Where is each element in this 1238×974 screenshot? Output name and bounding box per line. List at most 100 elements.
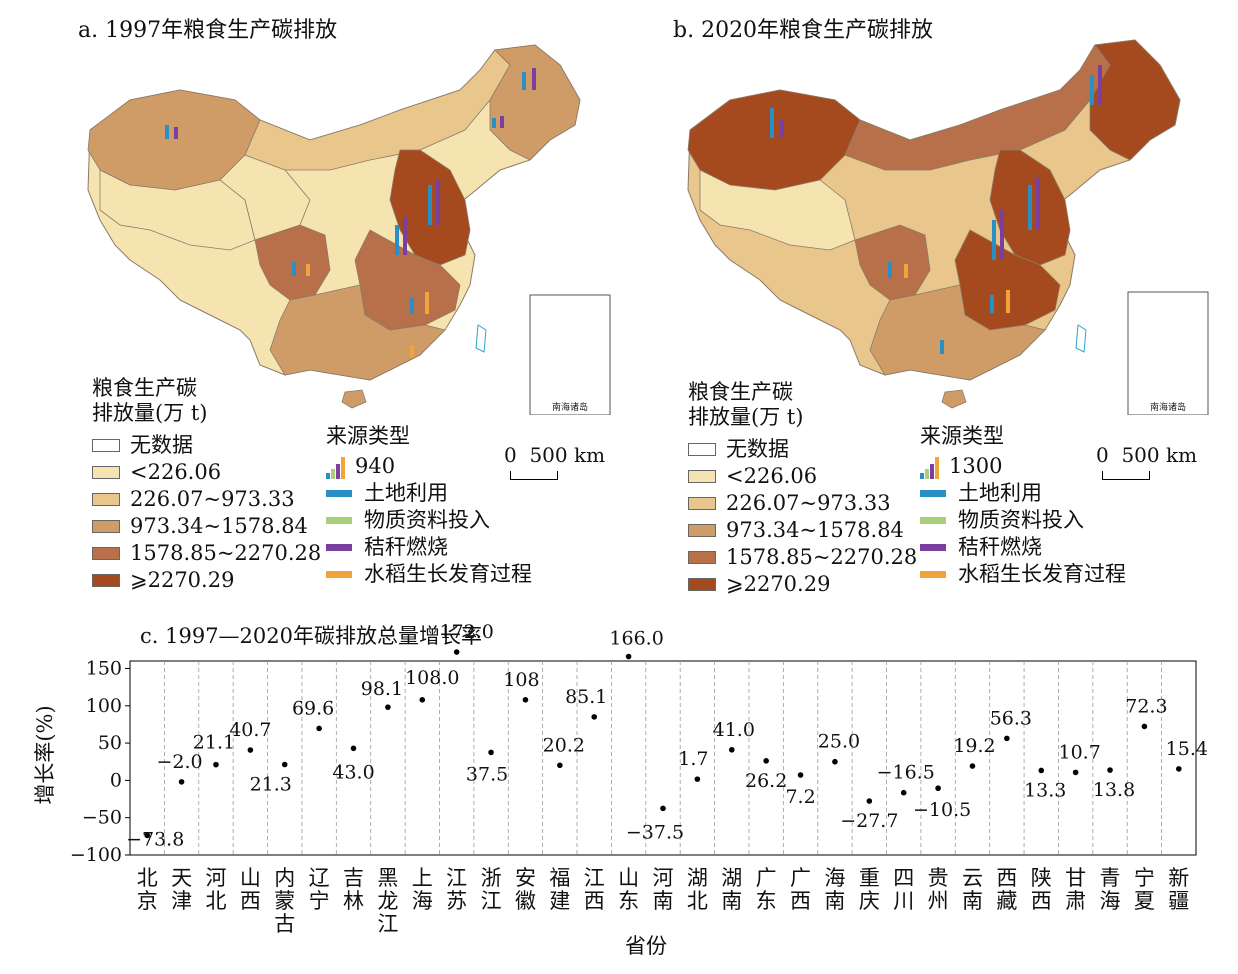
data-label-9: 108.0 — [405, 667, 459, 689]
y-tick-label: 150 — [86, 657, 122, 679]
category-label-15: 东 — [618, 889, 639, 913]
category-label-19: 广 — [756, 866, 777, 890]
category-label-2: 津 — [171, 889, 192, 913]
category-label-8: 黑 — [377, 866, 398, 890]
category-label-25: 南 — [962, 889, 983, 913]
scale-ref-value: 940 — [355, 454, 396, 478]
data-point-19 — [763, 758, 769, 764]
category-label-3: 河 — [205, 866, 226, 890]
data-point-11 — [488, 749, 494, 756]
src-label: 水稻生长发育过程 — [364, 562, 532, 586]
scalebar-label: 500 km — [1121, 443, 1198, 467]
scalebar-zero: 0 — [1096, 443, 1109, 467]
src-swatch — [326, 517, 352, 524]
category-label-3: 北 — [205, 889, 226, 913]
category-label-16: 河 — [653, 866, 674, 890]
bar-hunan-rice-b — [1006, 290, 1010, 313]
bar-guangdong-rice — [410, 345, 414, 357]
src-swatch — [326, 490, 352, 497]
data-point-2 — [178, 779, 185, 785]
category-label-17: 湖 — [687, 866, 708, 890]
data-point-22 — [866, 798, 873, 804]
src-label: 物质资料投入 — [364, 508, 490, 532]
legend-class-0: 无数据 — [92, 432, 321, 459]
data-point-17 — [694, 776, 701, 782]
legend-source-3: 水稻生长发育过程 — [326, 561, 532, 588]
category-label-28: 甘 — [1065, 866, 1086, 890]
data-point-23 — [900, 789, 907, 796]
legend-class-4: 1578.85~2270.28 — [92, 540, 321, 567]
category-label-4: 西 — [240, 889, 261, 913]
bar-hebei-straw-b — [1036, 178, 1040, 230]
legend-class-5-b: ⩾2270.29 — [688, 571, 917, 598]
legend-class-3: 973.34~1578.84 — [92, 513, 321, 540]
bar-hebei-land-b — [1028, 185, 1032, 230]
bar-jilin-land — [492, 118, 496, 128]
category-label-5: 古 — [274, 912, 295, 936]
legend-class-4-b: 1578.85~2270.28 — [688, 544, 917, 571]
chart-title: c. 1997—2020年碳排放总量增长率 — [140, 624, 482, 648]
bar-hlj-straw — [532, 68, 536, 90]
data-point-27 — [1038, 767, 1045, 774]
swatch-4 — [688, 551, 716, 564]
category-label-20: 西 — [790, 889, 811, 913]
bar-hunan-land-b — [990, 295, 994, 313]
swatch-2 — [688, 497, 716, 510]
bar-xinjiang-straw-b — [780, 120, 784, 138]
category-label-9: 海 — [412, 889, 433, 913]
category-label-1: 京 — [137, 889, 158, 913]
legend-class-label: 无数据 — [130, 433, 193, 457]
src-label: 秸秆燃烧 — [364, 535, 448, 559]
data-point-6 — [316, 725, 322, 732]
data-label-1: −73.8 — [126, 828, 184, 850]
category-label-1: 北 — [137, 866, 158, 890]
data-label-17: 1.7 — [678, 748, 708, 770]
legend-scale-ref-a: 940 — [326, 453, 532, 480]
inset-label-b: 南海诸岛 — [1150, 401, 1186, 413]
category-label-8: 龙 — [377, 889, 398, 913]
legend-source-2-b: 秸秆燃烧 — [920, 534, 1126, 561]
legend-title-line1-b: 粮食生产碳 — [688, 380, 793, 404]
legend-class-1: <226.06 — [92, 459, 321, 486]
legend-title-line2: 排放量(万 t) — [92, 401, 208, 425]
data-label-13: 20.2 — [543, 734, 585, 756]
data-point-1 — [144, 832, 150, 839]
bar-guangxi-land-b — [940, 340, 944, 354]
y-tick-label: −50 — [82, 807, 122, 829]
bar-hlj-land — [522, 72, 526, 90]
swatch-3 — [688, 524, 716, 537]
category-label-30: 夏 — [1134, 889, 1155, 913]
swatch-0 — [92, 439, 120, 452]
category-label-6: 宁 — [309, 889, 330, 913]
legend-class-1-b: <226.06 — [688, 463, 917, 490]
data-label-4: 40.7 — [229, 719, 271, 741]
src-label: 土地利用 — [958, 481, 1042, 505]
scalebar-zero: 0 — [504, 443, 517, 467]
src-swatch — [920, 517, 946, 524]
category-label-14: 西 — [584, 889, 605, 913]
data-point-16 — [660, 805, 666, 812]
bar-sichuan-rice-b — [904, 264, 908, 278]
bar-henan-straw — [403, 218, 407, 255]
legend-class-label: 973.34~1578.84 — [726, 518, 904, 542]
scalebar-a: 0 500 km — [504, 443, 614, 483]
data-point-15 — [625, 653, 632, 660]
y-axis-label: 增长率(%) — [33, 705, 57, 804]
legend-class-label: 1578.85~2270.28 — [130, 541, 322, 565]
data-label-14: 85.1 — [565, 686, 607, 708]
data-point-5 — [281, 761, 288, 768]
category-label-17: 北 — [687, 889, 708, 913]
legend-class-label: 973.34~1578.84 — [130, 514, 308, 538]
minibar-icon — [920, 455, 939, 479]
category-label-13: 建 — [549, 889, 570, 913]
category-label-6: 辽 — [309, 866, 330, 890]
data-label-6: 69.6 — [292, 697, 334, 719]
category-label-16: 南 — [653, 889, 674, 913]
data-point-4 — [247, 747, 254, 753]
category-label-11: 江 — [481, 889, 502, 913]
legend-source-2: 秸秆燃烧 — [326, 534, 532, 561]
legend-source-1-b: 物质资料投入 — [920, 507, 1126, 534]
data-point-14 — [591, 714, 598, 720]
category-label-10: 江 — [446, 866, 467, 890]
legend-sources-a: 来源类型 940 土地利用 物质资料投入 秸秆燃烧 水稻生长发育过程 — [326, 424, 532, 588]
